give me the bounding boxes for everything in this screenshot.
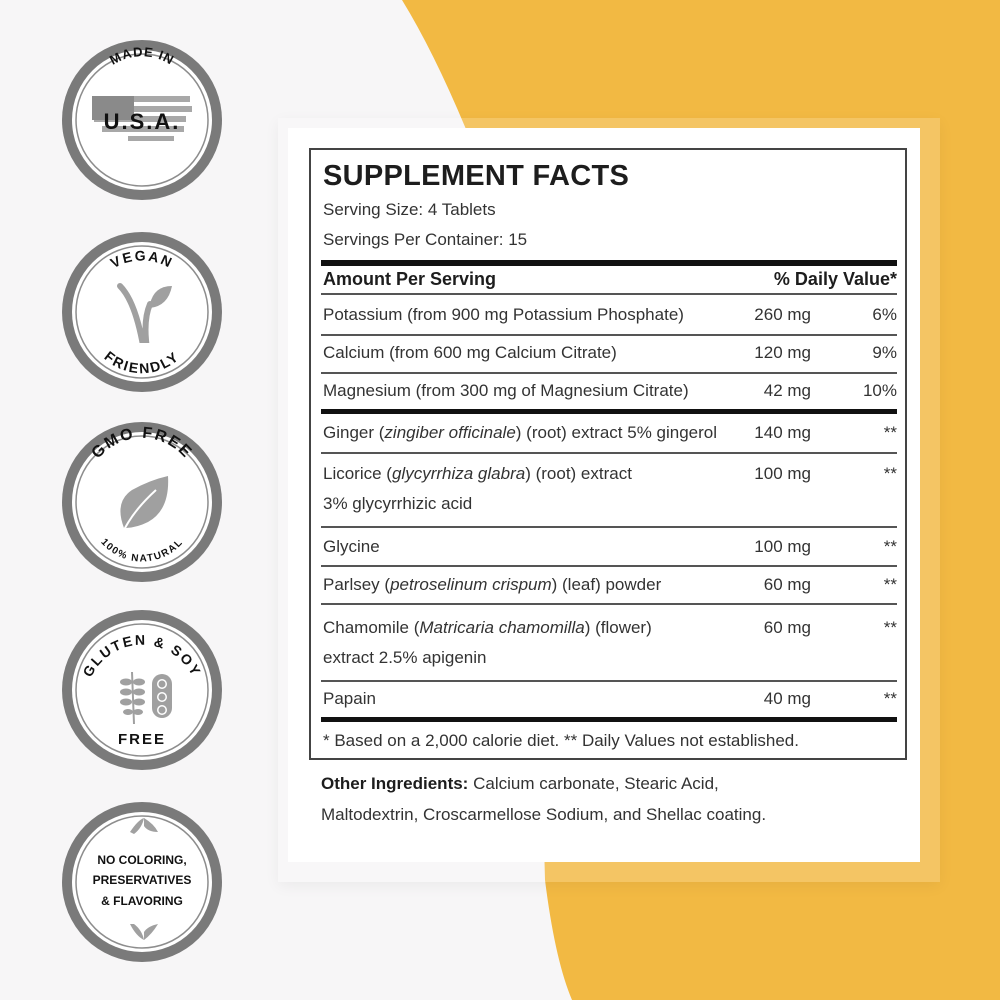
svg-text:FREE: FREE: [118, 731, 166, 748]
divider: [321, 565, 897, 567]
badge-gmo-free: GMO FREE 100% NATURAL: [58, 418, 226, 586]
facts-title: SUPPLEMENT FACTS: [323, 160, 630, 192]
serving-size: Serving Size: 4 Tablets: [323, 200, 496, 219]
label-card: [288, 128, 920, 862]
soybean-icon: [152, 674, 172, 718]
svg-text:U.S.A.: U.S.A.: [104, 109, 181, 134]
divider: [321, 334, 897, 336]
svg-text:VEGAN: VEGAN: [108, 247, 176, 271]
other-ingredients: Other Ingredients: Calcium carbonate, St…: [321, 768, 801, 830]
svg-text:MADE IN: MADE IN: [107, 44, 177, 68]
badge-vegan-friendly: VEGAN FRIENDLY: [58, 228, 226, 396]
divider-thick: [321, 409, 897, 414]
divider: [321, 680, 897, 682]
badge-made-in-usa: MADE IN U.S.A.: [58, 36, 226, 204]
divider-thick: [321, 717, 897, 722]
wheat-icon: [120, 671, 145, 725]
divider: [321, 452, 897, 454]
supplement-facts-box: SUPPLEMENT FACTS Serving Size: 4 Tablets…: [309, 148, 907, 760]
servings-per-container: Servings Per Container: 15: [323, 230, 528, 249]
divider: [321, 603, 897, 605]
svg-text:NO COLORING,: NO COLORING,: [97, 853, 186, 867]
vegan-leaf-v-icon: [117, 283, 172, 343]
svg-text:& FLAVORING: & FLAVORING: [101, 894, 183, 908]
leaves-top-icon: [130, 818, 158, 834]
header-daily-value: % Daily Value*: [773, 269, 897, 289]
leaf-icon: [120, 476, 169, 531]
divider: [321, 526, 897, 528]
usa-flag-map-icon: [92, 96, 192, 141]
table-header: Amount Per Serving % Daily Value*: [323, 269, 897, 290]
leaves-bottom-icon: [130, 924, 158, 940]
other-ingredients-text: Calcium carbonate, Stearic Acid, Maltode…: [321, 774, 767, 824]
footnote: * Based on a 2,000 calorie diet. ** Dail…: [323, 731, 799, 750]
badge-no-additives: NO COLORING, PRESERVATIVES & FLAVORING: [58, 798, 226, 966]
divider: [321, 372, 897, 374]
divider-thick: [321, 260, 897, 266]
other-ingredients-label: Other Ingredients:: [321, 774, 469, 793]
header-amount-per-serving: Amount Per Serving: [323, 269, 497, 289]
badge-gluten-soy-free: GLUTEN & SOY FREE: [58, 606, 226, 774]
svg-text:PRESERVATIVES: PRESERVATIVES: [93, 873, 192, 887]
divider: [321, 293, 897, 295]
